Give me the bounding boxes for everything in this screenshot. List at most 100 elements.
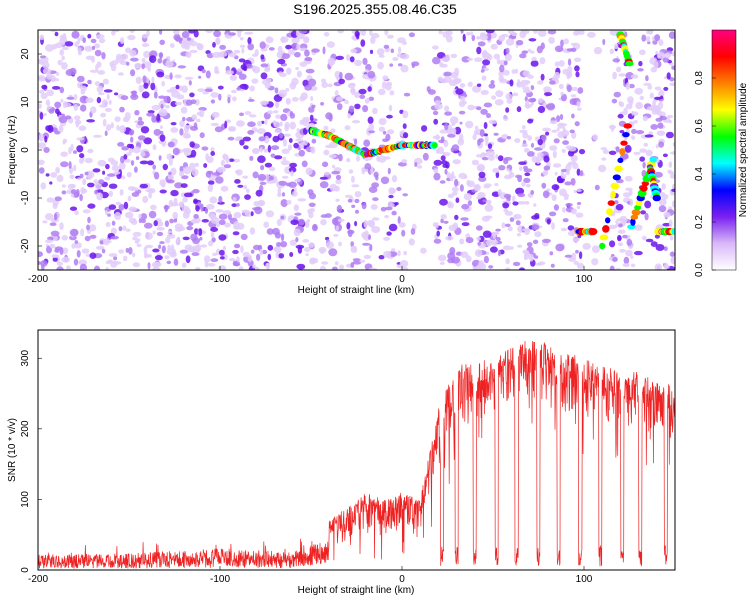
spectrogram-cell	[654, 86, 662, 91]
spectrogram-cell	[54, 196, 62, 202]
spectrogram-cell	[433, 118, 439, 125]
spectrogram-cell	[292, 190, 298, 197]
spectrogram-cell	[305, 167, 313, 176]
spectrogram-cell	[354, 198, 360, 204]
spectrogram-cell	[198, 228, 203, 236]
spectrogram-cell	[639, 95, 645, 101]
spectrogram-cell	[347, 229, 353, 238]
spectrogram-cell	[205, 70, 211, 79]
spectrogram-cell	[95, 63, 99, 72]
spectrogram-cell	[153, 171, 160, 180]
spectrogram-cell	[567, 58, 572, 66]
spectrogram-cell	[351, 184, 360, 188]
spectrogram-cell	[55, 166, 60, 174]
spectrogram-cell	[281, 192, 286, 197]
spectrogram-cell	[263, 148, 269, 153]
spectrogram-cell	[631, 128, 637, 134]
spectrogram-cell	[87, 79, 92, 85]
spectrogram-cell	[483, 102, 493, 108]
spectrogram-cell	[166, 89, 175, 93]
spectrogram-cell	[346, 222, 351, 230]
spectrogram-cell	[169, 43, 175, 48]
spectrogram-cell	[105, 210, 109, 216]
spectrogram-cell	[574, 121, 580, 127]
spectrogram-cell	[657, 122, 664, 129]
spectrogram-cell	[624, 175, 633, 182]
spectrogram-cell	[364, 168, 369, 172]
spectrogram-cell	[397, 46, 402, 54]
spectrogram-track-cell	[631, 209, 641, 216]
spectrogram-cell	[530, 60, 539, 67]
spectrogram-cell	[386, 114, 393, 119]
spectrogram-cell	[658, 89, 665, 98]
spectrogram-cell	[86, 119, 95, 123]
spectrogram-cell	[52, 256, 58, 262]
spectrogram-cell	[382, 130, 387, 135]
spectrogram-cell	[645, 238, 654, 243]
spectrogram-cell	[123, 154, 128, 160]
spectrogram-cell	[104, 176, 111, 181]
spectrogram-cell	[364, 98, 370, 104]
spectrogram-cell	[544, 92, 553, 97]
spectrogram-cell	[509, 79, 514, 87]
spectrogram-cell	[461, 222, 470, 227]
spectrogram-cell	[302, 118, 310, 127]
spectrogram-cell	[107, 213, 111, 217]
spectrogram-cell	[503, 60, 508, 66]
spectrogram-cell	[451, 256, 460, 264]
spectrogram-cell	[104, 107, 112, 112]
spectrogram-cell	[61, 256, 71, 263]
spectrogram-cell	[391, 175, 398, 183]
spectrogram-cell	[104, 130, 108, 137]
spectrogram-ylabel: Frequency (Hz)	[7, 116, 18, 185]
spectrogram-cell	[273, 110, 279, 114]
spectrogram-cell	[56, 261, 64, 266]
spectrogram-cell	[561, 129, 570, 137]
spectrogram-cell	[143, 50, 151, 59]
spectrogram-cell	[179, 120, 185, 128]
spectrogram-cell	[141, 33, 149, 39]
spectrogram-cell	[191, 114, 198, 121]
spectrogram-cell	[455, 197, 460, 203]
spectrogram-cell	[633, 120, 638, 124]
spectrogram-cell	[391, 248, 396, 252]
spectrogram-cell	[644, 212, 649, 221]
spectrogram-cell	[79, 157, 84, 164]
spectrogram-cell	[84, 235, 91, 242]
spectrogram-cell	[171, 202, 179, 207]
spectrogram-cell	[504, 193, 512, 199]
spectrogram-cell	[359, 259, 366, 263]
spectrogram-cell	[339, 264, 344, 270]
spectrogram-cell	[645, 75, 649, 82]
spectrogram-cell	[509, 217, 515, 223]
spectrogram-cell	[233, 49, 241, 54]
spectrogram-cell	[639, 49, 646, 56]
spectrogram-cell	[411, 61, 420, 67]
spectrogram-cell	[130, 90, 138, 95]
spectrogram-cell	[527, 48, 532, 53]
spectrogram-cell	[325, 144, 333, 149]
spectrogram-cell	[527, 151, 535, 157]
spectrogram-cell	[219, 44, 227, 50]
spectrogram-cell	[239, 112, 244, 117]
spectrogram-cell	[159, 189, 167, 194]
spectrogram-cell	[280, 113, 288, 121]
spectrogram-cell	[42, 61, 50, 69]
spectrogram-cell	[143, 61, 152, 69]
spectrogram-cell	[194, 162, 200, 167]
spectrogram-cell	[93, 179, 98, 184]
spectrogram-cell	[273, 247, 278, 251]
spectrogram-cell	[501, 33, 509, 38]
spectrogram-cell	[649, 92, 654, 99]
spectrogram-cell	[344, 99, 349, 105]
spectrogram-cell	[576, 189, 582, 192]
spectrogram-cell	[233, 221, 240, 229]
spectrogram-cell	[387, 129, 395, 135]
spectrogram-cell	[551, 129, 558, 133]
spectrogram-cell	[459, 121, 463, 125]
spectrogram-cell	[512, 195, 516, 203]
spectrogram-cell	[335, 55, 344, 61]
spectrogram-cell	[59, 86, 65, 94]
spectrogram-cell	[570, 155, 578, 162]
